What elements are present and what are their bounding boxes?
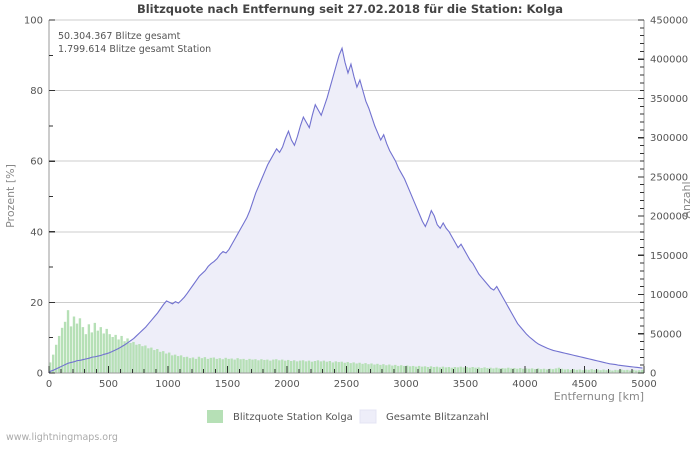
y-axis-left-labels: 0 20 40 60 80 100 — [24, 16, 43, 380]
footer-watermark: www.lightningmaps.org — [6, 432, 118, 443]
y-axis-right-tick-label: 300000 — [650, 133, 688, 144]
chart-title: Blitzquote nach Entfernung seit 27.02.20… — [136, 2, 564, 16]
y-axis-right-tick-label: 350000 — [650, 94, 688, 105]
x-axis-tick-label: 5000 — [631, 379, 656, 390]
annotation-total-lightning: 50.304.367 Blitze gesamt — [58, 31, 181, 42]
x-axis-tick-label: 500 — [99, 379, 118, 390]
legend-swatch-total — [359, 409, 377, 424]
y-axis-right-tick-label: 450000 — [650, 16, 688, 27]
legend: Blitzquote Station Kolga Gesamte Blitzan… — [207, 409, 489, 424]
x-axis-tick-label: 0 — [46, 379, 52, 390]
x-axis-tick-label: 4000 — [512, 379, 537, 390]
y-axis-left-tick-label: 80 — [30, 86, 43, 97]
y-axis-right-tick-label: 100000 — [650, 290, 688, 301]
y-axis-left-tick-label: 40 — [30, 227, 43, 238]
y-axis-right-tick-label: 0 — [650, 369, 656, 380]
annotation-station-lightning: 1.799.614 Blitze gesamt Station — [58, 44, 211, 55]
y-axis-right-title: Anzahl — [680, 181, 693, 218]
y-axis-left-title: Prozent [%] — [4, 164, 17, 228]
station-quota-bar-series — [49, 310, 644, 374]
y-axis-left-tick-label: 100 — [24, 16, 43, 27]
x-axis-tick-label: 1000 — [155, 379, 180, 390]
y-axis-right-ticks — [638, 19, 644, 374]
x-axis-tick-label: 1500 — [215, 379, 240, 390]
y-axis-right-tick-label: 400000 — [650, 55, 688, 66]
total-lightning-area-series — [49, 48, 644, 374]
x-axis-tick-label: 2000 — [274, 379, 299, 390]
y-axis-right-tick-label: 150000 — [650, 251, 688, 262]
x-axis-title: Entfernung [km] — [554, 390, 644, 403]
y-axis-left-tick-label: 60 — [30, 157, 43, 168]
x-axis-tick-label: 3000 — [393, 379, 418, 390]
y-axis-left-tick-label: 20 — [30, 298, 43, 309]
x-axis-labels: 0 500 1000 1500 2000 2500 3000 3500 4000 4500 5000 — [46, 379, 657, 390]
legend-swatch-station — [207, 410, 223, 423]
x-axis-ticks — [48, 366, 645, 373]
x-axis-tick-label: 3500 — [453, 379, 478, 390]
y-axis-left-ticks — [49, 19, 55, 374]
y-axis-right-tick-label: 50000 — [650, 329, 682, 340]
x-axis-tick-label: 2500 — [334, 379, 359, 390]
y-axis-left-tick-label: 0 — [37, 369, 43, 380]
y-axis-right-labels: 0 50000 100000 150000 200000 250000 300000 3500… — [650, 16, 688, 380]
y-axis-right-tick-label: 200000 — [650, 212, 688, 223]
legend-label-station: Blitzquote Station Kolga — [233, 412, 353, 423]
total-lightning-line — [48, 46, 643, 374]
x-axis-tick-label: 4500 — [572, 379, 597, 390]
y-axis-right-tick-label: 250000 — [650, 172, 688, 183]
legend-label-total: Gesamte Blitzanzahl — [386, 412, 489, 423]
